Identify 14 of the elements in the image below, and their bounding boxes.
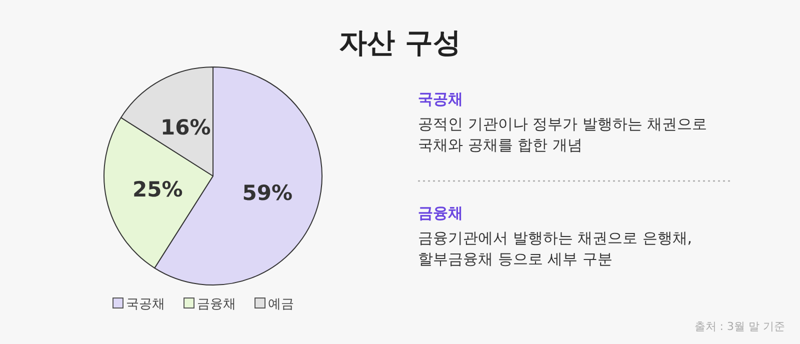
data-label: 59% xyxy=(242,180,293,205)
text: 국공채 xyxy=(418,90,463,108)
legend-label: 국공채 xyxy=(126,297,165,312)
text: 금융채 xyxy=(418,204,463,222)
text: 할부금융채 등으로 세부 구분 xyxy=(418,250,612,268)
data-label: 25% xyxy=(132,177,183,202)
source-note: 출처 : 3월 말 기준 xyxy=(694,320,785,333)
text: 금융기관에서 발행하는 채권으로 은행채, xyxy=(418,229,692,247)
legend-label: 금융채 xyxy=(197,297,236,312)
text: 국채와 공채를 합한 개념 xyxy=(418,136,582,154)
legend-label: 예금 xyxy=(268,297,294,312)
text: 공적인 기관이나 정부가 발행하는 채권으로 xyxy=(418,115,708,133)
data-label: 16% xyxy=(160,115,211,140)
text: 자산 구성 xyxy=(339,26,461,59)
